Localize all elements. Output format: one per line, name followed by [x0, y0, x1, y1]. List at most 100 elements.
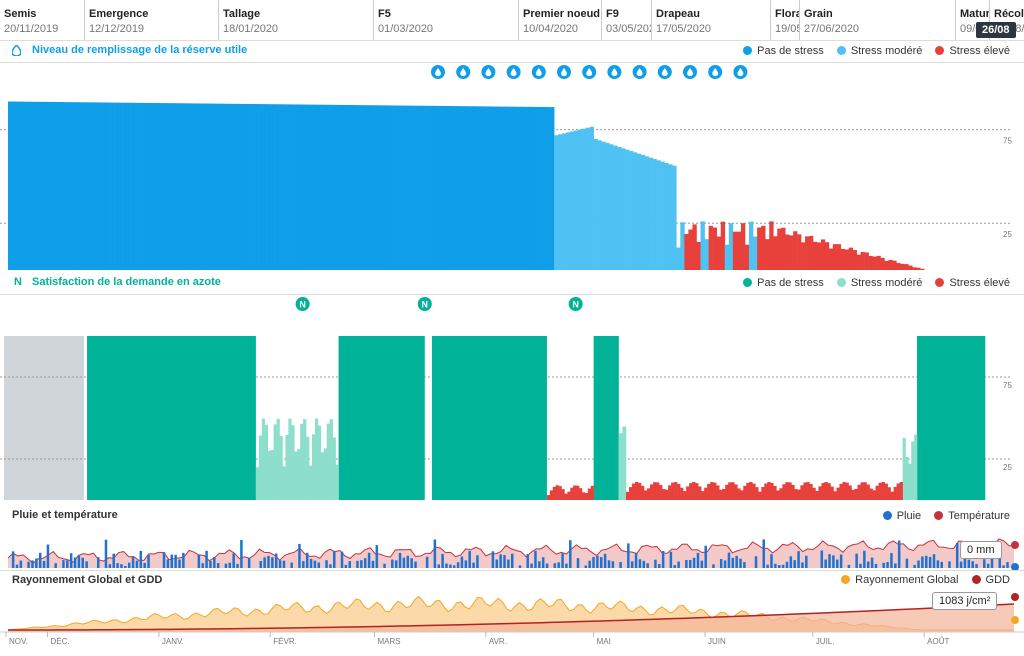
n-bar: [590, 485, 594, 500]
water-bar: [876, 255, 881, 270]
water-bar: [749, 221, 754, 270]
n-bar: [267, 450, 271, 500]
stage-4: Premier noeud 10/04/2020: [518, 0, 601, 40]
y-tick-label: 75: [1003, 381, 1012, 390]
water-drop-icon: [460, 68, 467, 77]
water-bar: [828, 248, 834, 270]
rain-bar: [870, 557, 874, 568]
water-bar: [712, 227, 717, 270]
legend-high-stress[interactable]: Stress élevé: [935, 277, 1010, 289]
water-bar: [458, 106, 463, 270]
n-bar: [306, 436, 310, 500]
legend-gdd[interactable]: GDD: [971, 574, 1010, 586]
water-bar: [900, 263, 905, 270]
water-bar: [920, 268, 925, 270]
water-drop-icon: [561, 68, 567, 77]
stage-0: Semis 20/11/2019: [0, 0, 84, 40]
n-bar: [261, 418, 266, 500]
legend-temperature[interactable]: Température: [934, 510, 1010, 522]
rain-bar: [85, 561, 88, 568]
water-bar: [522, 106, 527, 270]
water-drop-icon: [485, 68, 492, 77]
legend-rain[interactable]: Pluie: [882, 510, 921, 522]
rain-bar: [576, 558, 580, 568]
n-bar: [552, 486, 556, 500]
water-bar: [71, 102, 77, 270]
rain-bar: [553, 563, 557, 568]
n-bar: [587, 488, 592, 500]
n-bar: [650, 484, 654, 500]
rain-bar: [897, 540, 901, 568]
water-bar: [916, 267, 921, 270]
rain-bar: [654, 559, 657, 568]
rain-bar: [507, 559, 510, 568]
water-bar: [267, 104, 272, 270]
rain-bar: [921, 556, 924, 568]
legend-no-stress[interactable]: Pas de stress: [743, 277, 824, 289]
n-marker-label: N: [299, 300, 306, 310]
water-bar: [338, 104, 344, 270]
n-bar: [773, 485, 777, 500]
water-bar: [625, 149, 630, 270]
rain-bar: [313, 560, 317, 568]
n-bar: [698, 486, 702, 500]
water-bar: [494, 106, 499, 270]
rain-bar: [11, 551, 15, 568]
rain-bar: [603, 553, 607, 568]
nitrogen-application-marker: [568, 297, 583, 311]
legend-moderate-stress[interactable]: Stress modéré: [836, 277, 922, 289]
rain-bar: [476, 555, 479, 568]
legend-moderate-stress[interactable]: Stress modéré: [836, 45, 922, 57]
rain-bar: [917, 560, 920, 568]
water-bar: [139, 102, 144, 270]
n-bar: [725, 484, 729, 500]
water-drop-icon: [611, 68, 618, 77]
rain-bar: [73, 557, 77, 568]
legend-high-stress[interactable]: Stress élevé: [935, 45, 1010, 57]
rain-bar: [449, 564, 452, 568]
n-marker-label: N: [572, 300, 579, 310]
rain-bar: [971, 561, 974, 568]
n-bar: [618, 433, 623, 500]
water-bar: [470, 106, 475, 271]
water-bar: [684, 234, 689, 270]
stage-3: F5 01/03/2020: [373, 0, 518, 40]
n-bar: [752, 483, 756, 500]
rain-bar: [452, 565, 456, 568]
n-bar: [716, 485, 720, 500]
water-bar: [215, 103, 220, 271]
rain-bar: [309, 558, 313, 568]
legend-radiation[interactable]: Rayonnement Global: [841, 574, 958, 586]
rain-bar: [232, 553, 235, 568]
water-bar: [91, 102, 96, 270]
rain-bar: [201, 563, 204, 568]
rain-bar: [801, 562, 804, 568]
nitrogen-application-marker: [417, 297, 432, 311]
n-bar: [665, 489, 669, 500]
water-bar: [362, 105, 368, 270]
water-bar: [103, 102, 108, 270]
rain-bar: [360, 560, 363, 568]
rain-bar: [967, 559, 971, 568]
water-bar: [366, 105, 372, 270]
water-bar: [680, 222, 685, 270]
rain-bar: [584, 565, 588, 568]
rain-bar: [182, 552, 185, 568]
n-bar: [815, 490, 819, 500]
water-bar: [912, 267, 917, 270]
legend-no-stress[interactable]: Pas de stress: [743, 45, 824, 57]
rain-bar: [170, 554, 174, 568]
rain-bar: [820, 550, 824, 568]
water-bar: [67, 102, 73, 270]
rain-bar: [468, 551, 471, 568]
rain-bar: [998, 552, 1002, 568]
n-bar: [911, 441, 915, 500]
n-bar: [866, 484, 870, 500]
stage-7: Floraison 19/05/2020: [770, 0, 799, 40]
rain-bar: [224, 563, 228, 568]
water-bar: [546, 107, 551, 270]
water-bar: [374, 105, 380, 271]
rain-bar: [391, 559, 394, 568]
radiation-panel-title: Rayonnement Global et GDD: [12, 574, 163, 586]
n-bar: [881, 481, 885, 500]
